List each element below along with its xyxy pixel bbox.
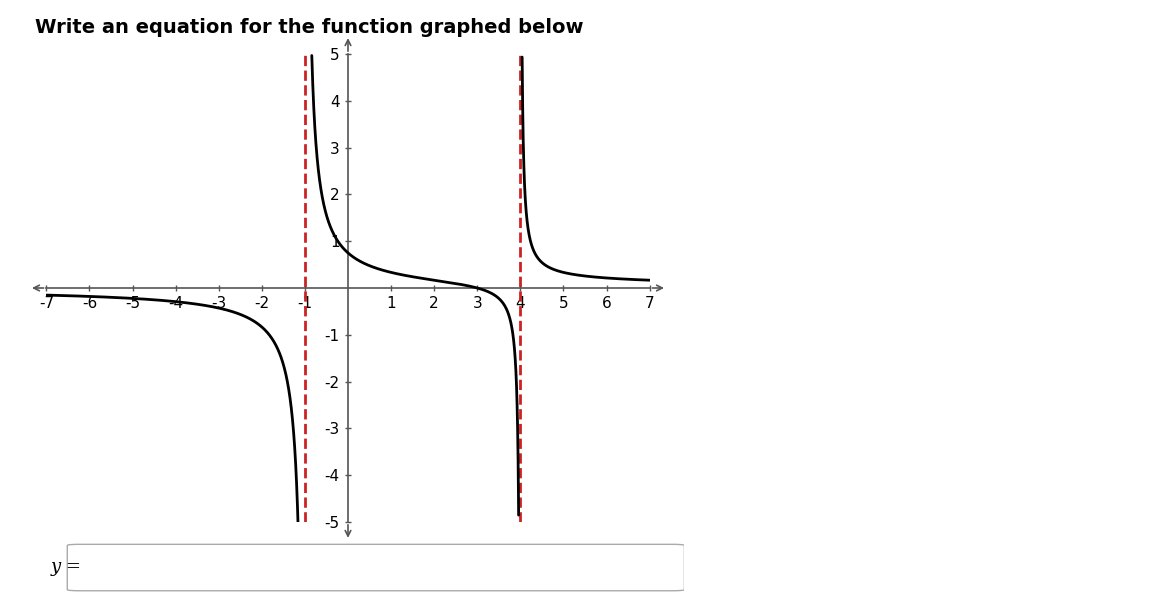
Text: y =: y = bbox=[51, 558, 82, 576]
FancyBboxPatch shape bbox=[67, 544, 684, 591]
Text: Write an equation for the function graphed below: Write an equation for the function graph… bbox=[35, 18, 583, 37]
